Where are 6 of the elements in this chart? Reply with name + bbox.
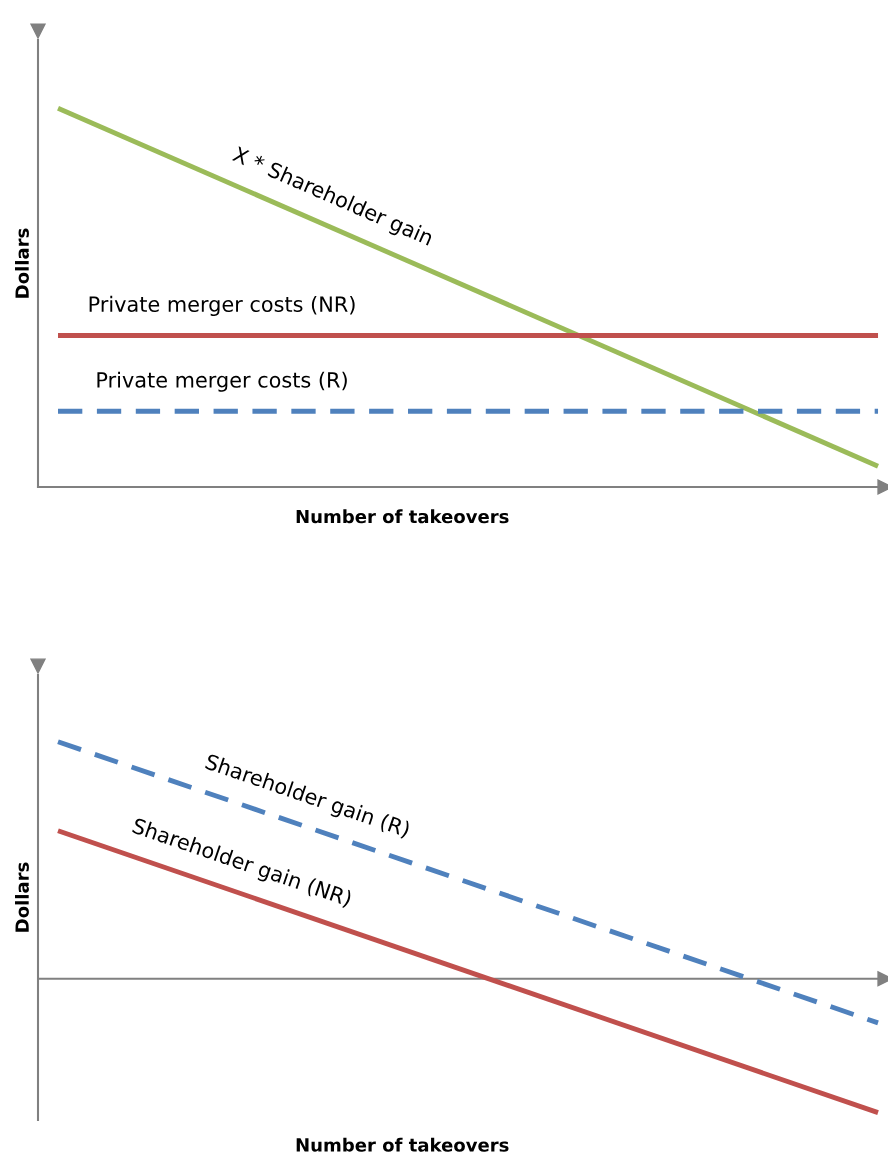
series-label: Private merger costs (R) [97, 371, 347, 392]
x-axis-title: Number of takeovers [296, 1137, 509, 1152]
y-axis-title: Dollars [14, 228, 29, 298]
x-axis-title: Number of takeovers [296, 509, 509, 524]
y-axis-title: Dollars [14, 862, 29, 932]
series-label: Private merger costs (NR) [89, 295, 355, 317]
